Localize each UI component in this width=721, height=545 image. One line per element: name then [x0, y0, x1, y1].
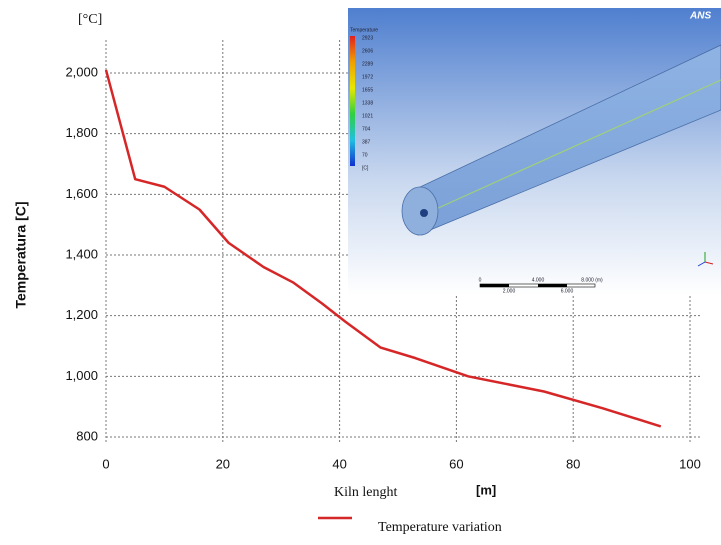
legend-label: Temperature variation	[378, 520, 502, 535]
x-tick-label: 40	[332, 456, 346, 471]
unit-label: [°C]	[78, 12, 102, 27]
y-tick-label: 2,000	[65, 64, 98, 79]
x-tick-label: 100	[679, 456, 701, 471]
y-tick-label: 1,000	[65, 368, 98, 383]
x-axis-label: Kiln lenght	[334, 485, 397, 500]
color-bar-label: 1972	[362, 74, 373, 80]
color-bar-label: 704	[362, 126, 371, 132]
color-bar-label: [C]	[362, 165, 369, 171]
ruler-label: 4.000	[532, 277, 545, 283]
color-bar-label: 70	[362, 152, 368, 158]
color-bar	[350, 36, 355, 166]
color-bar-label: 1021	[362, 113, 373, 119]
color-bar-label: 2289	[362, 61, 373, 67]
x-tick-label: 0	[102, 456, 109, 471]
ruler-label: 2.000	[503, 288, 516, 294]
color-bar-label: 1655	[362, 87, 373, 93]
y-tick-label: 1,600	[65, 186, 98, 201]
inset-logo: ANS	[689, 11, 711, 22]
ruler-label: 6.000	[561, 288, 574, 294]
chart: Temperature ANS 2923 2606 2289 1972 1655 1338 10…	[0, 0, 721, 545]
x-tick-label: 20	[216, 456, 230, 471]
x-tick-label: 60	[449, 456, 463, 471]
y-axis-label: Temperatura [C]	[13, 201, 29, 308]
y-tick-label: 1,800	[65, 125, 98, 140]
burner	[420, 209, 428, 217]
ruler-label: 8.000 (m)	[581, 277, 603, 283]
x-axis-unit: [m]	[476, 482, 496, 497]
y-tick-label: 800	[76, 428, 98, 443]
color-bar-label: 2923	[362, 35, 373, 41]
x-tick-label: 80	[566, 456, 580, 471]
inset-title: Temperature	[350, 27, 378, 33]
y-tick-label: 1,200	[65, 307, 98, 322]
color-bar-label: 1338	[362, 100, 373, 106]
ruler-label: 0	[479, 277, 482, 283]
kiln-end	[402, 187, 438, 235]
color-bar-label: 387	[362, 139, 371, 145]
y-tick-label: 1,400	[65, 246, 98, 261]
simulation-inset: Temperature ANS 2923 2606 2289 1972 1655 1338 10…	[348, 8, 721, 295]
color-bar-label: 2606	[362, 48, 373, 54]
